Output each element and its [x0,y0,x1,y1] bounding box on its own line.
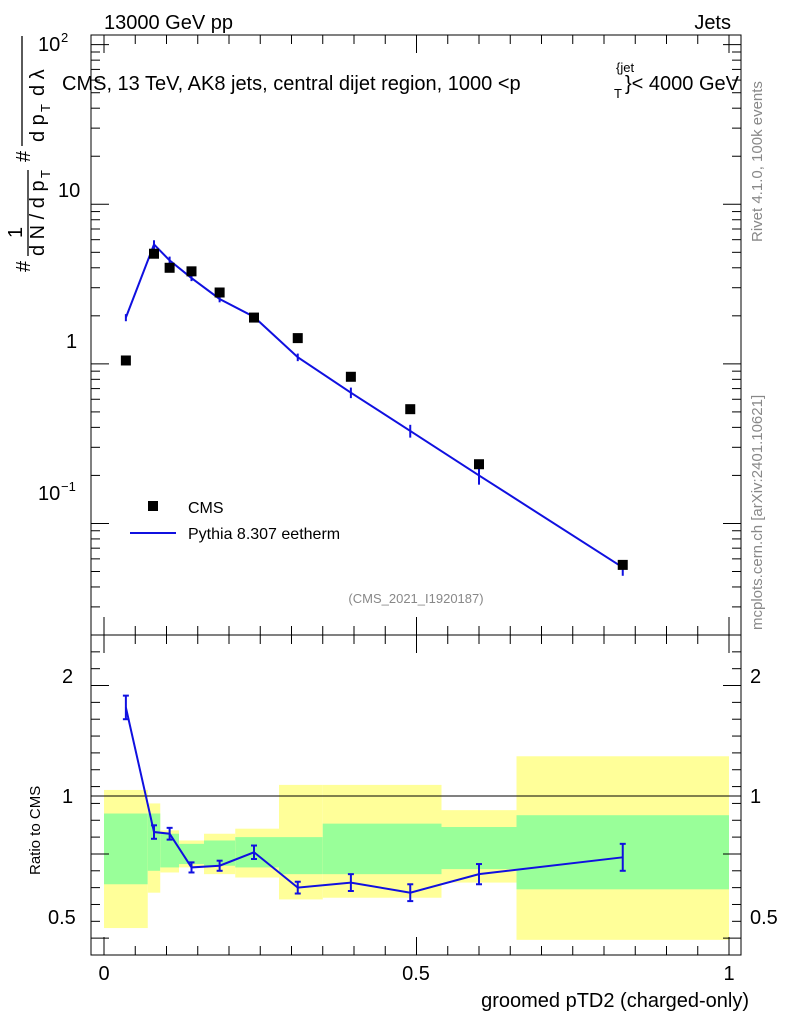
ratio-y-tick-2-right: 2 [750,666,761,688]
ratio-bands [104,756,729,940]
pythia-line [124,242,624,569]
header-left: 13000 GeV pp [104,12,233,34]
ratio-inner-band [279,837,323,875]
ratio-y-tick-2-left: 2 [62,666,73,688]
x-tick-label-0p5: 0.5 [402,963,430,985]
top-ticks [91,35,741,636]
ratio-y-tick-1-left: 1 [62,786,73,808]
ratio-inner-band [147,813,161,871]
top-frame [90,34,742,636]
ratio-inner-band [322,823,442,875]
ratio-inner-band [104,813,148,885]
plot-title-main: CMS, 13 TeV, AK8 jets, central dijet reg… [62,73,521,95]
ratio-panel: 2 1 0.5 2 1 0.5 0 0.5 1 [48,634,778,985]
cms-point [345,371,356,382]
y-tick-label-10: 10 [58,180,80,202]
mcplots-label: mcplots.cern.ch [arXiv:2401.10621] [749,395,766,630]
legend-label-pythia: Pythia 8.307 eetherm [188,526,340,543]
cms-point [214,287,225,298]
legend-label-cms: CMS [188,500,224,517]
svg-text:1: 1 [5,227,27,238]
x-tick-label-1: 1 [723,963,734,985]
ratio-y-tick-1-right: 1 [750,786,761,808]
y-tick-exp-100: 2 [61,30,68,45]
rivet-version-label: Rivet 4.1.0, 100k events [749,81,766,242]
ratio-y-tick-05-right: 0.5 [750,907,778,929]
cms-point [186,266,197,277]
y-tick-label-100: 10 [38,34,60,56]
top-series [120,240,628,576]
ratio-series [122,694,626,903]
cms-point [617,559,628,570]
cms-point [149,248,159,259]
plot-title-sub: T [614,86,622,101]
cms-point [405,404,416,415]
ratio-y-tick-05-left: 0.5 [48,907,76,929]
cms-point [474,459,484,470]
plot-title-sup: {jet [616,60,634,75]
svg-text:T: T [38,170,53,178]
y-tick-label-1: 1 [66,331,77,353]
svg-text:d λ: d λ [27,69,49,96]
svg-text:d N / d p: d N / d p [27,180,49,256]
cms-point [249,312,259,323]
x-tick-label-0: 0 [98,963,109,985]
x-axis-label: groomed pTD2 (charged-only) [481,990,749,1012]
ratio-ticks [91,635,741,955]
plot-title: CMS, 13 TeV, AK8 jets, central dijet reg… [62,60,740,101]
svg-text:T: T [38,104,53,112]
svg-text:d²N: d²N [0,70,1,102]
y-tick-exp-0p1: −1 [61,479,76,494]
ratio-inner-band [235,837,279,868]
analysis-id: (CMS_2021_I1920187) [348,591,483,606]
ratio-inner-band [441,827,517,870]
cms-point [164,262,175,273]
legend-marker-cms [148,501,158,511]
y-tick-label-0p1: 10 [38,483,60,505]
svg-text:d p: d p [27,114,49,142]
top-ylabel: # 1 d N / d p T # # d²N d p T d λ [0,36,53,272]
top-panel: 10 2 10 1 10 −1 CMS, 13 TeV, AK8 jets, c… [38,30,742,636]
cms-point [120,355,131,366]
svg-text:#: # [0,116,1,128]
svg-text:#: # [13,260,35,272]
plot-title-tail: }< 4000 GeV [625,73,740,95]
svg-text:#: # [13,150,35,162]
cms-point [292,333,303,344]
header-right: Jets [694,12,731,34]
legend: CMS Pythia 8.307 eetherm [130,500,340,543]
ratio-ylabel: Ratio to CMS [27,786,44,875]
